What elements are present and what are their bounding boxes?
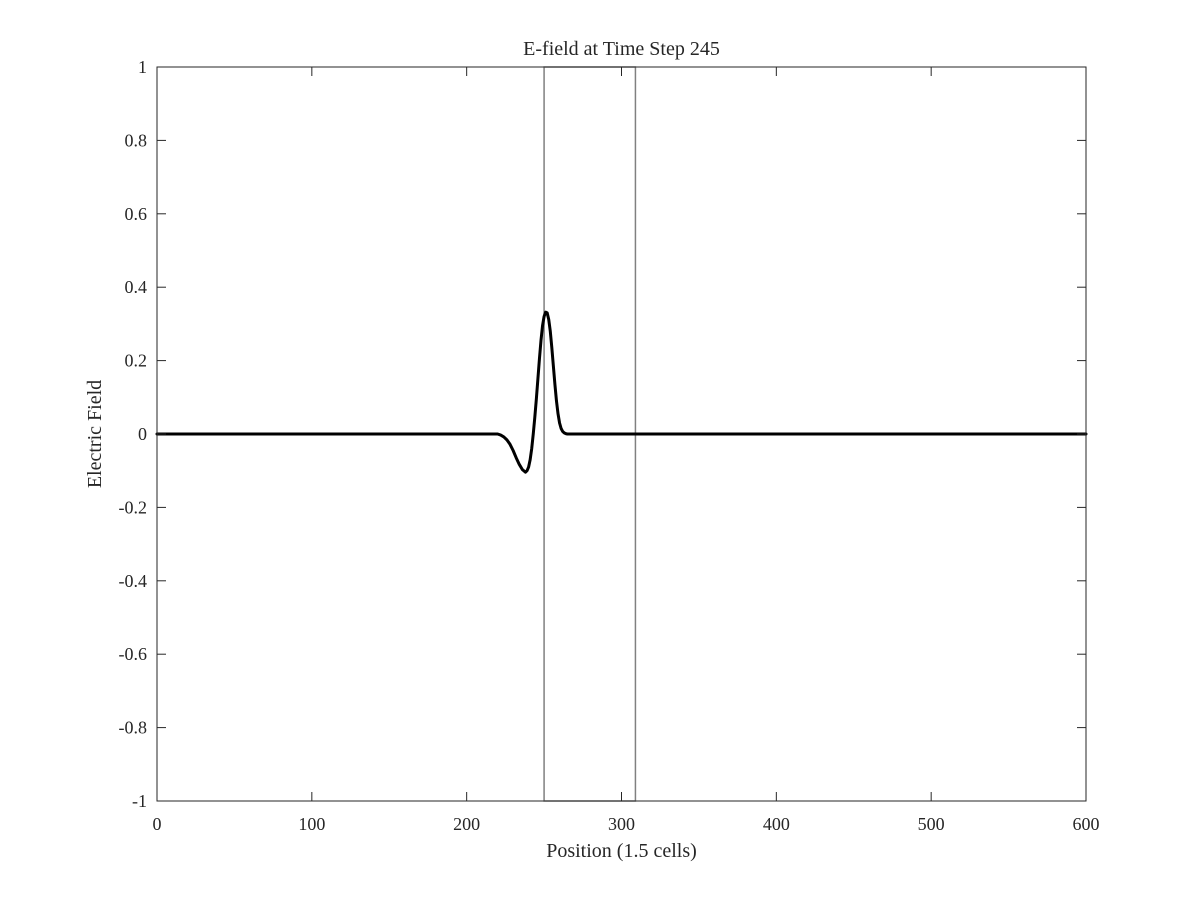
- x-tick-label: 600: [1073, 814, 1100, 834]
- series-layer: [155, 310, 1088, 474]
- y-axis-label: Electric Field: [84, 380, 106, 488]
- y-tick-label: 1: [138, 57, 147, 77]
- x-tick-label: 300: [608, 814, 635, 834]
- x-axis-label: Position (1.5 cells): [546, 840, 697, 862]
- ticks-layer: 0 100 200 300 400 500 600 -1 -0.8 -0.6 -0.4 -0.2 0 0.…: [119, 57, 1100, 834]
- y-tick-label: -0.4: [119, 571, 148, 591]
- y-tick-label: 0.2: [125, 351, 148, 371]
- x-tick-label: 500: [918, 814, 945, 834]
- x-tick-label: 200: [453, 814, 480, 834]
- y-tick-label: 0.4: [125, 277, 148, 297]
- x-tick-label: 400: [763, 814, 790, 834]
- series-line-0: [155, 310, 1088, 474]
- y-tick-label: -0.8: [119, 718, 148, 738]
- x-tick-label: 100: [298, 814, 325, 834]
- y-tick-label: 0: [138, 424, 147, 444]
- y-tick-label: -1: [132, 791, 147, 811]
- x-tick-label: 0: [153, 814, 162, 834]
- y-tick-label: -0.2: [119, 497, 148, 517]
- y-tick-label: 0.8: [125, 130, 148, 150]
- y-tick-label: -0.6: [119, 644, 148, 664]
- y-tick-label: 0.6: [125, 204, 148, 224]
- chart-title: E-field at Time Step 245: [523, 38, 720, 60]
